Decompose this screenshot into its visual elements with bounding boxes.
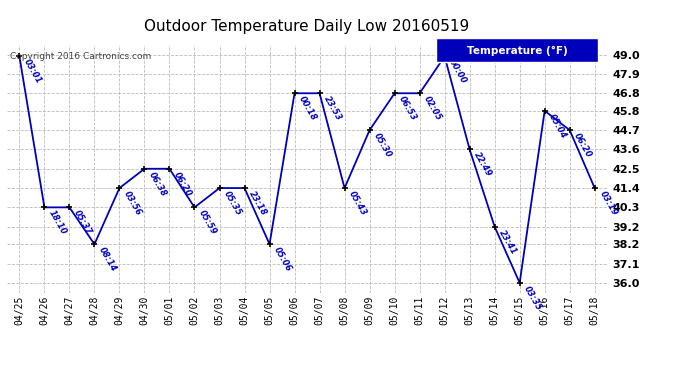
Text: 00:18: 00:18: [297, 94, 319, 122]
Text: 05:37: 05:37: [72, 209, 93, 237]
Text: 03:01: 03:01: [22, 58, 43, 86]
Text: 06:38: 06:38: [147, 170, 168, 198]
Text: 08:14: 08:14: [97, 246, 119, 273]
Text: 03:35: 03:35: [522, 284, 544, 312]
Text: 23:41: 23:41: [497, 228, 519, 256]
Text: 06:53: 06:53: [397, 94, 419, 122]
Text: 00:00: 00:00: [447, 58, 469, 86]
Title: Outdoor Temperature Daily Low 20160519: Outdoor Temperature Daily Low 20160519: [144, 19, 470, 34]
Text: 05:30: 05:30: [373, 132, 393, 159]
Text: 05:59: 05:59: [197, 209, 219, 237]
Text: 23:53: 23:53: [322, 94, 344, 122]
Text: 03:56: 03:56: [122, 189, 144, 217]
Text: 18:10: 18:10: [47, 209, 68, 237]
Text: 02:05: 02:05: [422, 94, 444, 122]
Text: 05:06: 05:06: [273, 246, 293, 273]
Text: 05:04: 05:04: [547, 112, 569, 140]
Text: 05:43: 05:43: [347, 189, 368, 217]
Text: 22:49: 22:49: [473, 151, 493, 178]
Text: 06:20: 06:20: [172, 170, 193, 198]
Text: 03:19: 03:19: [598, 189, 619, 217]
Text: 23:18: 23:18: [247, 189, 268, 217]
Text: 06:20: 06:20: [573, 132, 593, 159]
Text: 05:35: 05:35: [222, 189, 244, 217]
Text: Copyright 2016 Cartronics.com: Copyright 2016 Cartronics.com: [10, 53, 151, 62]
